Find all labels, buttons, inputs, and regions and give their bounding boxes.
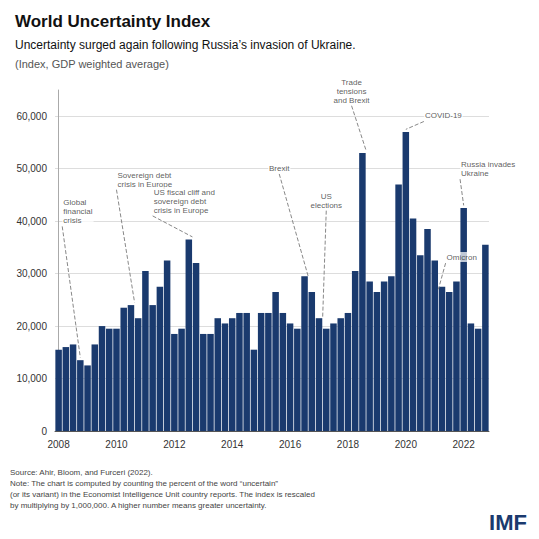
svg-text:US: US	[321, 192, 332, 201]
svg-text:Ukraine: Ukraine	[461, 169, 489, 178]
svg-text:Trade: Trade	[341, 78, 362, 87]
svg-text:(Index, GDP weighted average): (Index, GDP weighted average)	[15, 58, 169, 70]
svg-text:Omicron: Omicron	[447, 253, 477, 262]
svg-text:Russia invades: Russia invades	[461, 160, 515, 169]
svg-text:2008: 2008	[47, 439, 70, 450]
svg-text:2014: 2014	[221, 439, 244, 450]
svg-text:2012: 2012	[163, 439, 186, 450]
svg-text:IMF: IMF	[489, 510, 527, 535]
svg-text:(or its variant) in the Econom: (or its variant) in the Economist Intell…	[10, 490, 315, 499]
svg-text:World Uncertainty Index: World Uncertainty Index	[15, 12, 211, 31]
svg-text:20,000: 20,000	[16, 321, 47, 332]
svg-text:crisis in Europe: crisis in Europe	[117, 179, 173, 189]
svg-text:2022: 2022	[453, 439, 476, 450]
svg-text:US fiscal cliff and: US fiscal cliff and	[154, 188, 215, 197]
svg-text:40,000: 40,000	[16, 216, 47, 227]
svg-text:10,000: 10,000	[16, 373, 47, 384]
svg-text:financial: financial	[63, 207, 93, 216]
svg-text:Global: Global	[63, 198, 86, 207]
svg-text:0: 0	[41, 426, 47, 437]
svg-text:by multiplying by 1,000,000. A: by multiplying by 1,000,000. A higher nu…	[10, 501, 266, 510]
svg-text:elections: elections	[310, 201, 342, 210]
svg-text:crisis in Europe: crisis in Europe	[154, 206, 209, 215]
svg-text:2016: 2016	[279, 439, 302, 450]
svg-text:Source: Ahir, Bloom, and Furce: Source: Ahir, Bloom, and Furceri (2022).	[10, 468, 153, 477]
svg-text:2018: 2018	[337, 439, 360, 450]
svg-text:30,000: 30,000	[16, 268, 47, 279]
svg-text:Brexit: Brexit	[269, 164, 290, 173]
svg-text:and Brexit: and Brexit	[334, 96, 371, 105]
svg-text:crisis: crisis	[63, 216, 81, 225]
svg-text:2020: 2020	[395, 439, 418, 450]
svg-text:Note: The chart is computed by: Note: The chart is computed by counting …	[10, 479, 278, 488]
svg-text:Uncertainty surged again follo: Uncertainty surged again following Russi…	[15, 38, 356, 52]
svg-text:tensions: tensions	[337, 87, 367, 96]
svg-text:COVID-19: COVID-19	[425, 111, 462, 120]
svg-text:2010: 2010	[105, 439, 128, 450]
svg-text:50,000: 50,000	[16, 163, 47, 174]
svg-text:sovereign debt: sovereign debt	[154, 197, 207, 206]
svg-text:60,000: 60,000	[16, 111, 47, 122]
svg-text:Sovereign debt: Sovereign debt	[117, 171, 172, 180]
